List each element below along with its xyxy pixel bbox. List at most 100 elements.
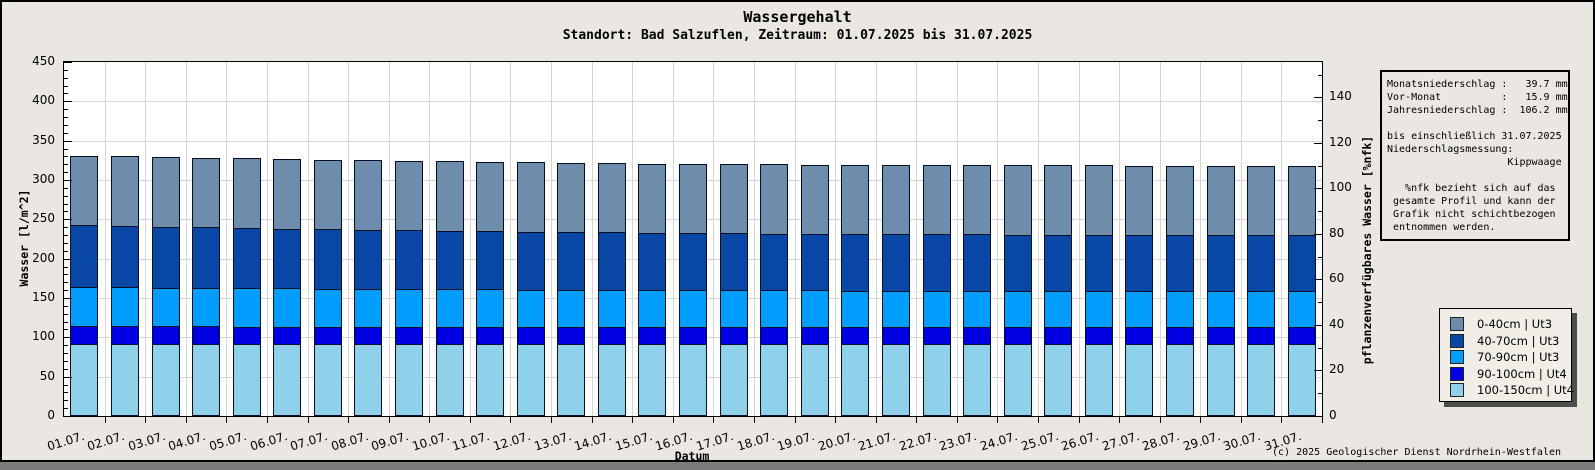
bar-segment-90-100cm bbox=[922, 327, 951, 345]
y-tick-left bbox=[64, 141, 72, 142]
v-gridline bbox=[1119, 62, 1121, 416]
bar-segment-0-40cm bbox=[800, 165, 829, 235]
y-tick-left bbox=[64, 109, 68, 110]
bar-segment-90-100cm bbox=[313, 327, 342, 345]
bar-segment-70-90cm bbox=[313, 289, 342, 328]
bar-segment-0-40cm bbox=[1287, 166, 1316, 236]
bar-segment-90-100cm bbox=[1003, 327, 1032, 345]
bar-segment-40-70cm bbox=[800, 234, 829, 291]
legend-swatch bbox=[1450, 383, 1464, 398]
bar-segment-0-40cm bbox=[1166, 166, 1194, 236]
bar-segment-70-90cm bbox=[1125, 291, 1154, 328]
bar-day-23.07. bbox=[963, 165, 992, 416]
bar-segment-0-40cm bbox=[151, 157, 180, 228]
y-tick-left bbox=[64, 235, 68, 236]
x-tick bbox=[1240, 417, 1242, 423]
bar-day-13.07. bbox=[557, 163, 586, 416]
y-tick-label-right: 40 bbox=[1329, 317, 1345, 331]
bar-segment-90-100cm bbox=[273, 327, 302, 345]
bar-day-24.07. bbox=[1003, 165, 1032, 416]
bar-day-11.07. bbox=[476, 162, 505, 416]
y-tick-right bbox=[1318, 348, 1322, 349]
bar-segment-70-90cm bbox=[151, 288, 180, 327]
y-tick-label-right: 80 bbox=[1329, 226, 1345, 240]
bar-segment-90-100cm bbox=[1247, 327, 1276, 345]
y-tick-right bbox=[1314, 97, 1322, 98]
bar-segment-100-150cm bbox=[881, 344, 910, 416]
bar-segment-40-70cm bbox=[110, 226, 139, 288]
y-tick-label-left: 300 bbox=[32, 172, 55, 186]
x-tick bbox=[916, 417, 918, 423]
bar-segment-90-100cm bbox=[354, 327, 383, 345]
legend-item: 90-100cm | Ut4 bbox=[1450, 366, 1571, 383]
bar-day-25.07. bbox=[1044, 165, 1073, 416]
y-tick-right bbox=[1318, 211, 1322, 212]
bar-segment-40-70cm bbox=[557, 232, 586, 291]
y-tick-right bbox=[1314, 279, 1322, 280]
legend-label: 40-70cm | Ut3 bbox=[1477, 333, 1560, 348]
bar-segment-0-40cm bbox=[760, 164, 789, 235]
bar-segment-90-100cm bbox=[151, 326, 180, 345]
y-tick-left bbox=[64, 377, 72, 378]
bar-day-01.07. bbox=[70, 156, 99, 416]
bar-segment-0-40cm bbox=[1084, 165, 1113, 236]
h-gridline bbox=[64, 140, 1322, 142]
bar-day-17.07. bbox=[719, 164, 748, 416]
bar-segment-70-90cm bbox=[1206, 291, 1235, 328]
y-tick-left bbox=[64, 298, 72, 299]
v-gridline bbox=[1200, 62, 1202, 416]
x-tick bbox=[1322, 417, 1323, 423]
bar-segment-70-90cm bbox=[110, 287, 139, 327]
y-tick-label-left: 250 bbox=[32, 211, 55, 225]
v-gridline bbox=[956, 62, 958, 416]
y-tick-left bbox=[64, 164, 68, 165]
y-tick-left bbox=[64, 259, 72, 260]
x-tick bbox=[469, 417, 471, 423]
legend-swatch bbox=[1450, 350, 1464, 365]
bar-segment-70-90cm bbox=[1166, 291, 1194, 328]
y-tick-left bbox=[64, 117, 68, 118]
bar-segment-100-150cm bbox=[1084, 344, 1113, 416]
y-tick-label-left: 150 bbox=[32, 290, 55, 304]
bar-segment-40-70cm bbox=[719, 233, 748, 291]
v-gridline bbox=[875, 62, 877, 416]
bar-day-15.07. bbox=[638, 164, 667, 416]
bar-segment-100-150cm bbox=[476, 344, 505, 416]
bar-day-19.07. bbox=[800, 165, 829, 416]
y-tick-left bbox=[64, 93, 68, 94]
bar-segment-70-90cm bbox=[354, 289, 383, 328]
bar-segment-40-70cm bbox=[1206, 235, 1235, 292]
x-tick bbox=[1037, 417, 1039, 423]
v-gridline bbox=[794, 62, 796, 416]
x-tick bbox=[429, 417, 431, 423]
y-tick-right bbox=[1318, 166, 1322, 167]
x-tick bbox=[145, 417, 147, 423]
bar-segment-100-150cm bbox=[394, 344, 423, 416]
legend-label: 100-150cm | Ut4 bbox=[1477, 383, 1575, 398]
bar-segment-100-150cm bbox=[841, 344, 870, 416]
v-gridline bbox=[510, 62, 512, 416]
x-tick bbox=[875, 417, 877, 423]
y-tick-right bbox=[1314, 143, 1322, 144]
bar-segment-90-100cm bbox=[841, 327, 870, 345]
bar-day-12.07. bbox=[516, 162, 545, 416]
v-gridline bbox=[1037, 62, 1039, 416]
bar-segment-40-70cm bbox=[151, 227, 180, 289]
bar-segment-100-150cm bbox=[1003, 344, 1032, 416]
y-tick-left bbox=[64, 227, 68, 228]
legend-label: 90-100cm | Ut4 bbox=[1477, 366, 1567, 381]
y-tick-label-right: 140 bbox=[1329, 89, 1352, 103]
bar-segment-40-70cm bbox=[192, 227, 220, 289]
v-gridline bbox=[591, 62, 593, 416]
bar-day-07.07. bbox=[313, 160, 342, 416]
x-tick bbox=[551, 417, 552, 423]
bar-segment-0-40cm bbox=[232, 158, 261, 229]
legend-item: 100-150cm | Ut4 bbox=[1450, 382, 1575, 399]
v-gridline bbox=[1240, 62, 1242, 416]
y-tick-left bbox=[64, 188, 68, 189]
bar-day-28.07. bbox=[1166, 166, 1194, 416]
y-tick-label-left: 100 bbox=[32, 329, 55, 343]
h-gridline bbox=[64, 101, 1322, 103]
bar-segment-40-70cm bbox=[760, 234, 789, 291]
